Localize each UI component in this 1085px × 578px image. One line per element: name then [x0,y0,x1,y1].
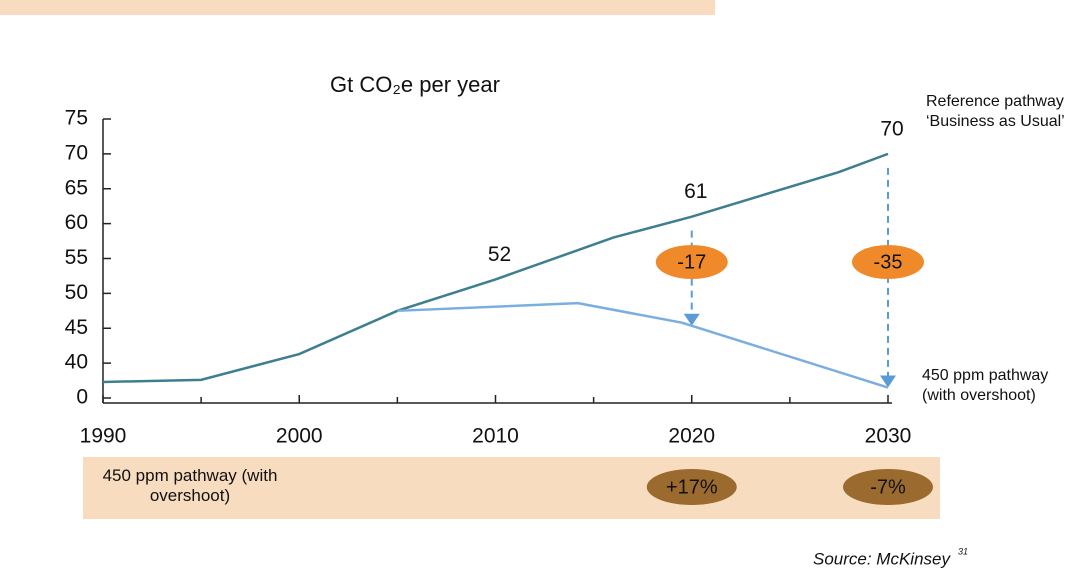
change-label: -7% [870,476,906,498]
value-label: 52 [488,243,511,266]
value-label: 70 [880,117,903,140]
y-tick-label: 45 [65,316,88,339]
y-tick-label: 70 [65,141,88,164]
y-tick-label: 65 [65,176,88,199]
bottom-band [83,457,940,519]
source-ref: 31 [958,546,968,556]
x-tick-label: 2030 [865,425,912,448]
value-label: 61 [684,180,707,203]
series-line [102,152,889,384]
x-tick-label: 2020 [668,425,715,448]
y-tick-label: 60 [65,211,88,234]
band-label: 450 ppm pathway (with overshoot) [102,466,278,505]
reduction-label: -17 [677,251,706,273]
reference-label: Reference pathway ‘Business as Usual’ [926,93,1065,130]
reduction-label: -35 [874,251,903,273]
pathway-label: 450 ppm pathway (with overshoot) [922,367,1049,404]
y-tick-label: 75 [65,107,88,130]
top-band [0,0,715,15]
change-badge [843,469,933,505]
y-tick-label: 55 [65,246,88,269]
y-tick-label: 50 [65,281,88,304]
y-tick-label: 0 [76,386,88,409]
change-label: +17% [666,476,718,498]
reduction-badge [655,245,728,279]
series-line [397,301,889,389]
chart-title: Gt CO₂e per year [330,72,500,97]
x-tick-label: 1990 [80,425,127,448]
source: Source: McKinsey [813,549,951,568]
change-badge [646,469,737,505]
reduction-badge [852,245,924,279]
x-tick-label: 2000 [276,425,323,448]
arrow-head [683,313,700,326]
y-tick-label: 40 [65,351,88,374]
arrow-head [880,375,896,388]
x-tick-label: 2010 [472,425,519,448]
